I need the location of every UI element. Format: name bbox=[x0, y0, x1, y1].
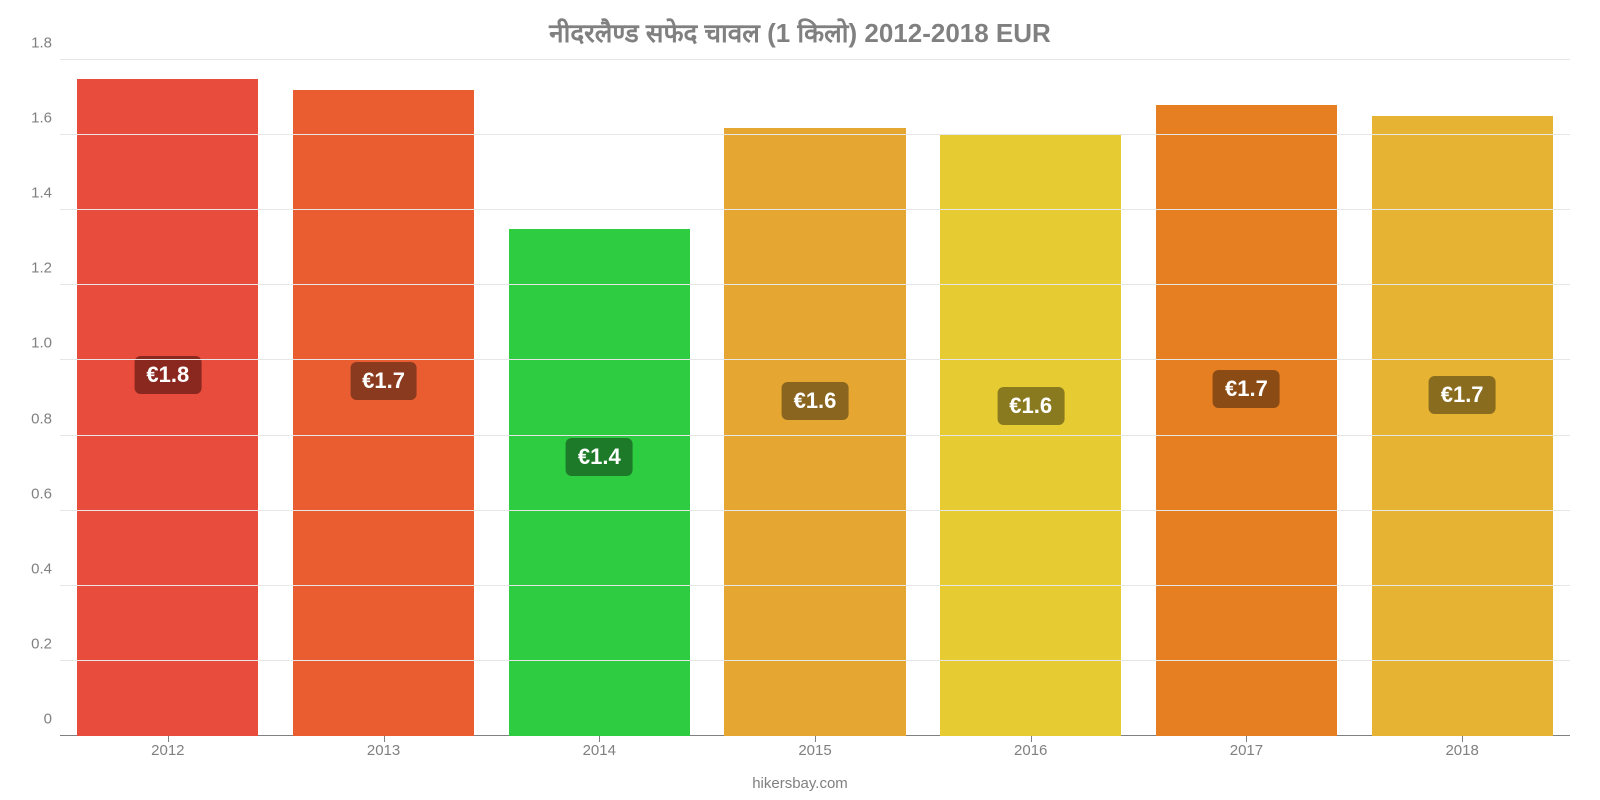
chart-container: नीदरलैण्ड सफेद चावल (1 किलो) 2012-2018 E… bbox=[0, 0, 1600, 800]
bar bbox=[940, 135, 1121, 736]
bar-value-label: €1.4 bbox=[566, 438, 633, 476]
x-tick-label: 2013 bbox=[367, 742, 400, 759]
x-axis-labels: 2012 2013 2014 2015 2016 2017 2018 bbox=[60, 742, 1570, 766]
bars-group: €1.8 €1.7 €1.4 €1.6 €1.6 €1.7 €1.7 bbox=[60, 60, 1570, 736]
gridline bbox=[60, 435, 1570, 436]
gridline bbox=[60, 660, 1570, 661]
gridline bbox=[60, 134, 1570, 135]
gridline bbox=[60, 510, 1570, 511]
bar bbox=[77, 79, 258, 736]
bar-value-label: €1.7 bbox=[1429, 376, 1496, 414]
attribution-text: hikersbay.com bbox=[0, 775, 1600, 792]
bar-value-label: €1.8 bbox=[134, 356, 201, 394]
y-tick-label: 0.6 bbox=[12, 485, 52, 502]
x-tick-label: 2014 bbox=[583, 742, 616, 759]
bar-value-label-wrap: €1.6 bbox=[782, 382, 849, 420]
x-tick-label: 2012 bbox=[151, 742, 184, 759]
gridline bbox=[60, 359, 1570, 360]
bar-value-label-wrap: €1.4 bbox=[566, 438, 633, 476]
y-tick-label: 0.8 bbox=[12, 410, 52, 427]
x-tick-label: 2018 bbox=[1445, 742, 1478, 759]
gridline bbox=[60, 284, 1570, 285]
bar-value-label: €1.7 bbox=[1213, 370, 1280, 408]
chart-title: नीदरलैण्ड सफेद चावल (1 किलो) 2012-2018 E… bbox=[0, 0, 1600, 50]
gridline bbox=[60, 59, 1570, 60]
y-tick-label: 0 bbox=[12, 711, 52, 728]
gridline bbox=[60, 209, 1570, 210]
y-tick-label: 0.4 bbox=[12, 560, 52, 577]
y-tick-label: 1.2 bbox=[12, 260, 52, 277]
bar-value-label-wrap: €1.7 bbox=[1213, 370, 1280, 408]
bar-value-label: €1.6 bbox=[782, 382, 849, 420]
bar-value-label-wrap: €1.7 bbox=[350, 362, 417, 400]
gridline bbox=[60, 585, 1570, 586]
y-tick-label: 1.6 bbox=[12, 110, 52, 127]
y-tick-label: 1.8 bbox=[12, 35, 52, 52]
y-tick-label: 1.0 bbox=[12, 335, 52, 352]
bar-value-label-wrap: €1.7 bbox=[1429, 376, 1496, 414]
bar bbox=[293, 90, 474, 736]
plot-area: €1.8€1.7€1.4€1.6€1.6€1.7€1.7 00.20.40.60… bbox=[60, 60, 1570, 736]
x-tick-label: 2015 bbox=[798, 742, 831, 759]
y-tick-label: 0.2 bbox=[12, 635, 52, 652]
bar-value-label-wrap: €1.6 bbox=[997, 387, 1064, 425]
bar-value-label: €1.6 bbox=[997, 387, 1064, 425]
x-tick-label: 2017 bbox=[1230, 742, 1263, 759]
x-tick-label: 2016 bbox=[1014, 742, 1047, 759]
bar bbox=[724, 128, 905, 736]
bar-value-label: €1.7 bbox=[350, 362, 417, 400]
y-tick-label: 1.4 bbox=[12, 185, 52, 202]
bar-value-label-wrap: €1.8 bbox=[134, 356, 201, 394]
bar bbox=[1156, 105, 1337, 736]
